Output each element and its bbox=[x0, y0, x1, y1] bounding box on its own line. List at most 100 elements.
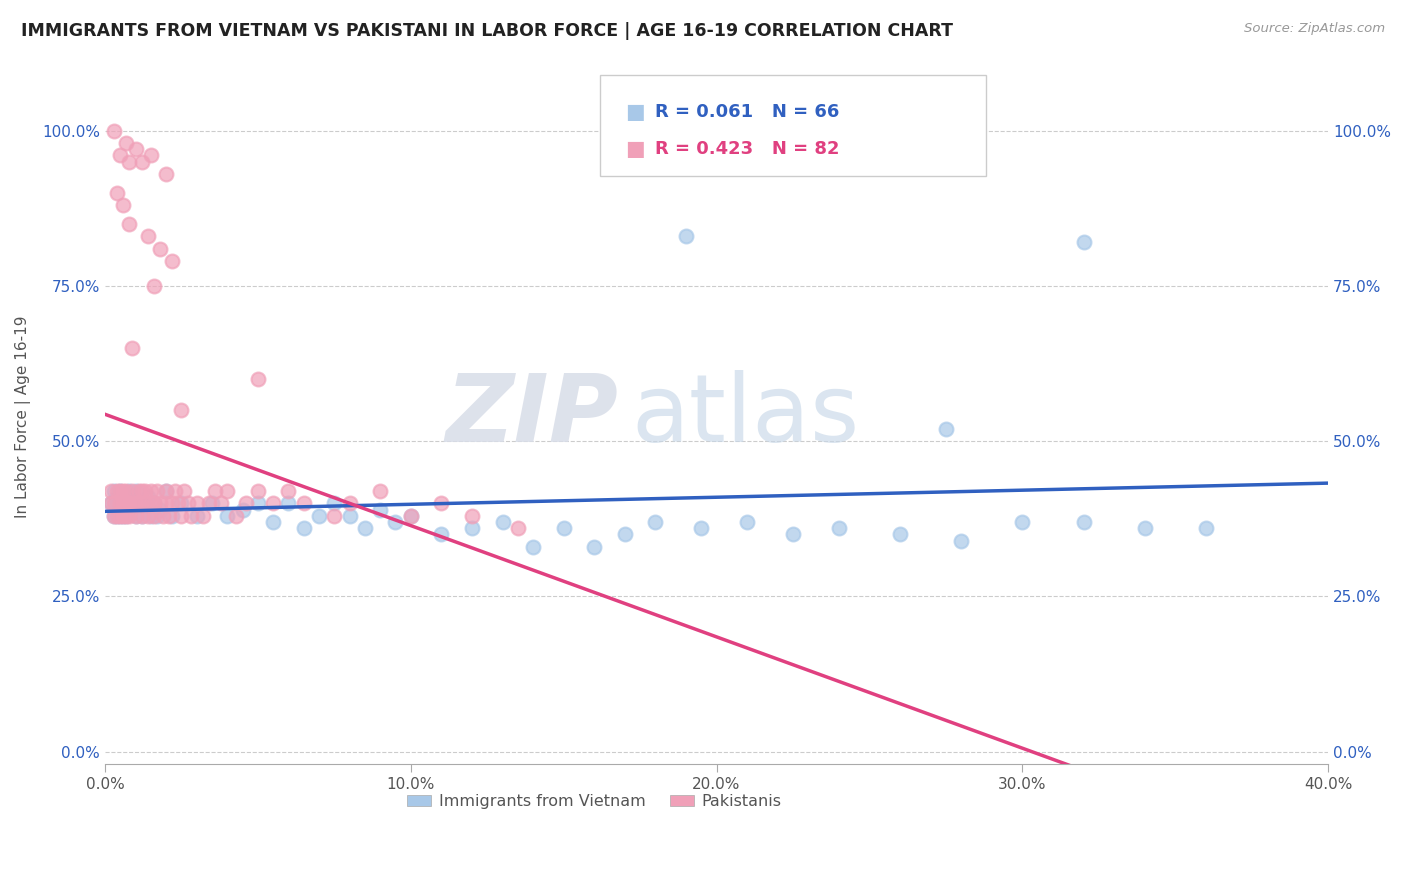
Point bbox=[121, 496, 143, 510]
Point bbox=[162, 508, 184, 523]
Point bbox=[198, 496, 221, 510]
Point bbox=[186, 508, 208, 523]
Point bbox=[142, 279, 165, 293]
Point bbox=[139, 496, 162, 510]
Point bbox=[110, 508, 132, 523]
Point bbox=[1073, 235, 1095, 250]
Text: Source: ZipAtlas.com: Source: ZipAtlas.com bbox=[1244, 22, 1385, 36]
Point bbox=[136, 508, 159, 523]
Point bbox=[103, 508, 125, 523]
Text: R = 0.061   N = 66: R = 0.061 N = 66 bbox=[655, 103, 839, 120]
Point bbox=[139, 508, 162, 523]
Point bbox=[173, 483, 195, 498]
Point bbox=[186, 496, 208, 510]
Point bbox=[553, 521, 575, 535]
Point bbox=[246, 496, 269, 510]
Point bbox=[246, 483, 269, 498]
Point bbox=[100, 483, 122, 498]
Point bbox=[613, 527, 636, 541]
Point bbox=[100, 496, 122, 510]
Point bbox=[105, 186, 128, 200]
Point bbox=[354, 521, 377, 535]
Point bbox=[155, 483, 177, 498]
Point bbox=[124, 142, 146, 156]
Point bbox=[142, 496, 165, 510]
Point bbox=[430, 527, 453, 541]
Point bbox=[155, 483, 177, 498]
Point bbox=[110, 483, 132, 498]
Point bbox=[170, 496, 193, 510]
Point bbox=[118, 496, 141, 510]
Text: IMMIGRANTS FROM VIETNAM VS PAKISTANI IN LABOR FORCE | AGE 16-19 CORRELATION CHAR: IMMIGRANTS FROM VIETNAM VS PAKISTANI IN … bbox=[21, 22, 953, 40]
Point bbox=[131, 154, 153, 169]
Point bbox=[103, 496, 125, 510]
Point bbox=[124, 496, 146, 510]
Point bbox=[262, 515, 284, 529]
Point bbox=[100, 496, 122, 510]
Point bbox=[118, 217, 141, 231]
Point bbox=[828, 521, 851, 535]
Point bbox=[118, 483, 141, 498]
Point bbox=[115, 483, 138, 498]
Point bbox=[112, 490, 135, 504]
Point bbox=[430, 496, 453, 510]
Point bbox=[277, 496, 299, 510]
Point bbox=[139, 148, 162, 162]
Point bbox=[124, 483, 146, 498]
Point bbox=[292, 521, 315, 535]
Point bbox=[225, 508, 247, 523]
Point bbox=[170, 403, 193, 417]
Point bbox=[262, 496, 284, 510]
Point bbox=[131, 508, 153, 523]
Point bbox=[115, 496, 138, 510]
Point bbox=[110, 502, 132, 516]
Legend: Immigrants from Vietnam, Pakistanis: Immigrants from Vietnam, Pakistanis bbox=[401, 788, 787, 815]
Text: ■: ■ bbox=[624, 102, 644, 121]
Point bbox=[139, 483, 162, 498]
Point bbox=[105, 508, 128, 523]
Point bbox=[167, 496, 190, 510]
Point bbox=[121, 496, 143, 510]
Point bbox=[112, 483, 135, 498]
Point bbox=[235, 496, 257, 510]
Point bbox=[506, 521, 529, 535]
Point bbox=[149, 502, 172, 516]
Point bbox=[162, 496, 184, 510]
Point bbox=[112, 496, 135, 510]
Point bbox=[1133, 521, 1156, 535]
Point bbox=[339, 508, 361, 523]
Text: ■: ■ bbox=[624, 138, 644, 159]
Point bbox=[124, 508, 146, 523]
Point bbox=[204, 483, 226, 498]
Point bbox=[152, 508, 174, 523]
Point bbox=[950, 533, 973, 548]
Point bbox=[323, 496, 346, 510]
Point bbox=[115, 508, 138, 523]
Point bbox=[399, 508, 422, 523]
Point bbox=[201, 496, 224, 510]
Point bbox=[157, 508, 180, 523]
Point bbox=[115, 508, 138, 523]
Point bbox=[675, 229, 697, 244]
Point bbox=[105, 483, 128, 498]
Point bbox=[149, 496, 172, 510]
Point bbox=[583, 540, 606, 554]
Point bbox=[782, 527, 804, 541]
Point bbox=[131, 508, 153, 523]
Point bbox=[644, 515, 666, 529]
Point bbox=[115, 496, 138, 510]
Point bbox=[162, 254, 184, 268]
Point bbox=[339, 496, 361, 510]
Point bbox=[110, 496, 132, 510]
Point bbox=[246, 372, 269, 386]
Point bbox=[136, 490, 159, 504]
Point bbox=[461, 521, 484, 535]
Point bbox=[292, 496, 315, 510]
Point bbox=[112, 508, 135, 523]
Point bbox=[131, 483, 153, 498]
Point bbox=[118, 508, 141, 523]
Point bbox=[308, 508, 330, 523]
Text: atlas: atlas bbox=[631, 370, 859, 462]
Point bbox=[180, 508, 202, 523]
Point bbox=[112, 496, 135, 510]
